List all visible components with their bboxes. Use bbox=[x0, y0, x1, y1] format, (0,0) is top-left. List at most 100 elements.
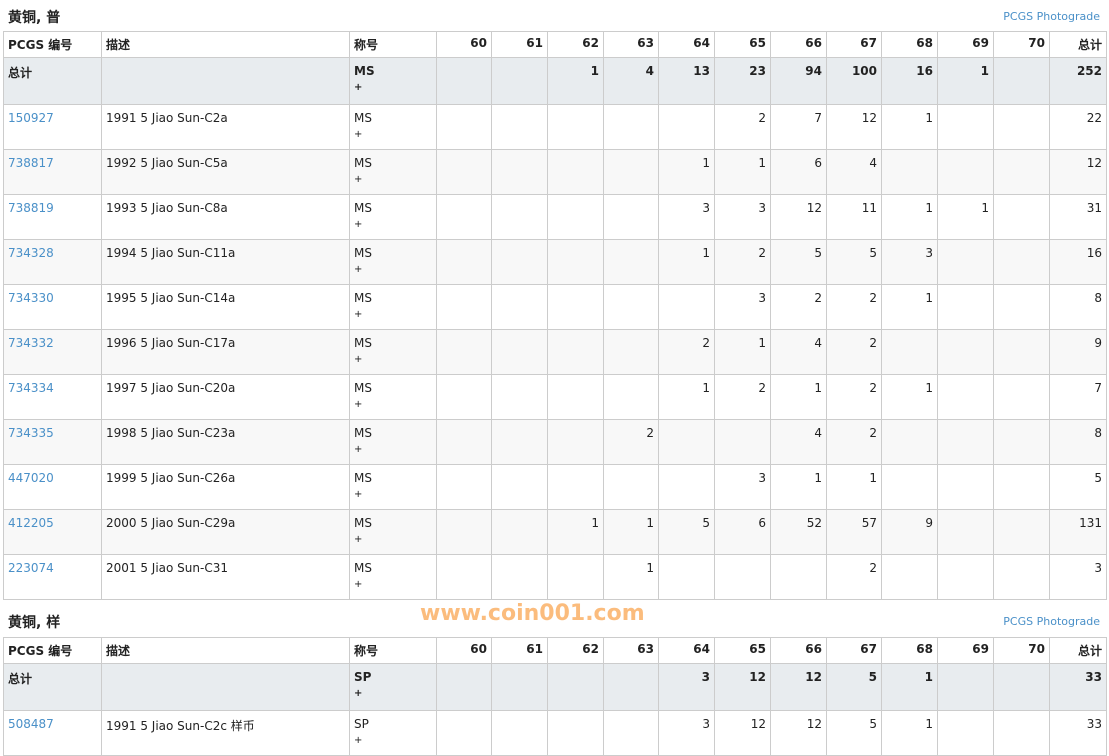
grade-count bbox=[603, 710, 659, 756]
grade-count bbox=[491, 374, 548, 420]
plus-grade: + bbox=[354, 489, 363, 500]
designation: MS bbox=[354, 516, 372, 530]
pcgs-number-link[interactable]: 508487 bbox=[8, 717, 54, 731]
column-header: 63 bbox=[603, 637, 659, 664]
grade-count bbox=[993, 374, 1050, 420]
grade-count bbox=[658, 554, 715, 600]
pcgs-number-link[interactable]: 738817 bbox=[8, 156, 54, 170]
grade-count: 7 bbox=[770, 104, 827, 150]
plus-grade: + bbox=[354, 688, 363, 699]
grade-count bbox=[491, 464, 548, 510]
grade-count: 3 bbox=[714, 194, 771, 240]
grade-count: 11 bbox=[826, 194, 882, 240]
description-cell bbox=[101, 57, 350, 105]
pcgs-number-link[interactable]: 734330 bbox=[8, 291, 54, 305]
watermark: www.coin001.com bbox=[420, 601, 645, 626]
grade-count bbox=[491, 57, 548, 105]
column-header: 67 bbox=[826, 637, 882, 664]
pcgs-number-link[interactable]: 412205 bbox=[8, 516, 54, 530]
column-header: 66 bbox=[770, 637, 827, 664]
total-count: 252 bbox=[1049, 57, 1107, 105]
pcgs-number-link[interactable]: 223074 bbox=[8, 561, 54, 575]
grade-count: 5 bbox=[658, 509, 715, 555]
total-count: 33 bbox=[1049, 710, 1107, 756]
grade-count: 1 bbox=[658, 149, 715, 195]
description-cell: 1999 5 Jiao Sun-C26a bbox=[101, 464, 350, 510]
pcgs-number-cell: 734335 bbox=[3, 419, 102, 465]
grade-count: 57 bbox=[826, 509, 882, 555]
grade-count bbox=[937, 509, 994, 555]
column-header: 总计 bbox=[1049, 31, 1107, 58]
total-count: 16 bbox=[1049, 239, 1107, 285]
grade-count: 13 bbox=[658, 57, 715, 105]
grade-count bbox=[603, 374, 659, 420]
grade-count bbox=[993, 284, 1050, 330]
grade-count bbox=[547, 239, 604, 285]
description-cell: 1991 5 Jiao Sun-C2a bbox=[101, 104, 350, 150]
pcgs-number-link[interactable]: 150927 bbox=[8, 111, 54, 125]
grade-count: 9 bbox=[881, 509, 938, 555]
column-header: 62 bbox=[547, 637, 604, 664]
grade-count: 1 bbox=[826, 464, 882, 510]
photograde-link[interactable]: PCGS Photograde bbox=[1003, 615, 1100, 628]
grade-count: 12 bbox=[826, 104, 882, 150]
column-header: 65 bbox=[714, 637, 771, 664]
photograde-link[interactable]: PCGS Photograde bbox=[1003, 10, 1100, 23]
column-header: PCGS 编号 bbox=[3, 31, 102, 58]
grade-count bbox=[937, 710, 994, 756]
table-row: 738819 1993 5 Jiao Sun-C8a MS +3 3 12 11 1 1 31 bbox=[3, 194, 1107, 240]
designation: MS bbox=[354, 471, 372, 485]
grade-count bbox=[547, 554, 604, 600]
grade-count bbox=[937, 239, 994, 285]
grade-count: 1 bbox=[714, 149, 771, 195]
pcgs-number-link[interactable]: 738819 bbox=[8, 201, 54, 215]
table-row: 447020 1999 5 Jiao Sun-C26a MS +3 1 1 5 bbox=[3, 464, 1107, 510]
plus-grade: + bbox=[354, 264, 363, 275]
grade-count bbox=[993, 464, 1050, 510]
grade-count bbox=[436, 464, 492, 510]
grade-count bbox=[993, 149, 1050, 195]
grade-count bbox=[491, 663, 548, 711]
total-row: 总计 SP +3 12 12 5 1 33 bbox=[3, 663, 1107, 711]
grade-count: 4 bbox=[826, 149, 882, 195]
pcgs-number-link[interactable]: 734334 bbox=[8, 381, 54, 395]
pcgs-number-cell: 508487 bbox=[3, 710, 102, 756]
column-header: 68 bbox=[881, 637, 938, 664]
designation-cell: SP + bbox=[349, 710, 437, 756]
pcgs-number-link[interactable]: 447020 bbox=[8, 471, 54, 485]
column-header: 63 bbox=[603, 31, 659, 58]
grade-count bbox=[993, 104, 1050, 150]
grade-count: 6 bbox=[714, 509, 771, 555]
grade-count bbox=[937, 464, 994, 510]
column-header: 描述 bbox=[101, 637, 350, 664]
pcgs-number-link[interactable]: 734335 bbox=[8, 426, 54, 440]
grade-count bbox=[547, 663, 604, 711]
grade-count bbox=[491, 149, 548, 195]
column-header: 称号 bbox=[349, 31, 437, 58]
pcgs-number-link[interactable]: 734328 bbox=[8, 246, 54, 260]
pcgs-number-link[interactable]: 734332 bbox=[8, 336, 54, 350]
grade-count: 1 bbox=[770, 374, 827, 420]
designation-cell: MS + bbox=[349, 104, 437, 150]
grade-count: 1 bbox=[770, 464, 827, 510]
grade-count: 3 bbox=[658, 663, 715, 711]
column-header: 总计 bbox=[1049, 637, 1107, 664]
column-header: 70 bbox=[993, 637, 1050, 664]
grade-count: 94 bbox=[770, 57, 827, 105]
pcgs-number-cell: 738817 bbox=[3, 149, 102, 195]
grade-count: 1 bbox=[658, 239, 715, 285]
column-header: 66 bbox=[770, 31, 827, 58]
grade-count bbox=[547, 464, 604, 510]
column-header: 描述 bbox=[101, 31, 350, 58]
grade-count: 4 bbox=[770, 329, 827, 375]
grade-count bbox=[547, 284, 604, 330]
header-row: PCGS 编号 描述 称号 60 61 62 63 64 65 66 67 68 69 70 总计 bbox=[3, 637, 1107, 664]
grade-count bbox=[547, 149, 604, 195]
grade-count: 12 bbox=[770, 663, 827, 711]
designation-cell: MS + bbox=[349, 374, 437, 420]
total-count: 9 bbox=[1049, 329, 1107, 375]
total-count: 8 bbox=[1049, 284, 1107, 330]
description-cell: 1995 5 Jiao Sun-C14a bbox=[101, 284, 350, 330]
grade-count: 1 bbox=[881, 284, 938, 330]
pcgs-number-cell: 412205 bbox=[3, 509, 102, 555]
